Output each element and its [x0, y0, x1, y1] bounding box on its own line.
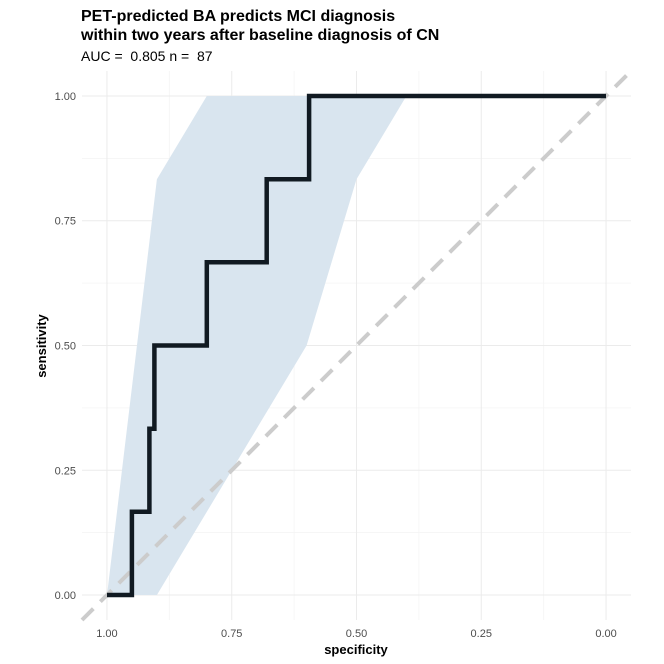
x-tick-label: 0.75 [221, 628, 242, 640]
y-tick-labels: 0.00 0.25 0.50 0.75 1.00 [55, 91, 76, 602]
x-tick-label: 0.50 [346, 628, 367, 640]
x-tick-label: 0.25 [471, 628, 492, 640]
x-axis-title: specificity [324, 642, 388, 657]
y-tick-label: 0.50 [55, 341, 76, 353]
y-tick-label: 1.00 [55, 91, 76, 103]
y-tick-label: 0.00 [55, 590, 76, 602]
x-tick-labels: 1.00 0.75 0.50 0.25 0.00 [96, 628, 617, 640]
y-tick-label: 0.25 [55, 465, 76, 477]
chart-title-line-2: within two years after baseline diagnosi… [80, 27, 439, 44]
confidence-band [107, 96, 407, 595]
x-tick-label: 0.00 [595, 628, 616, 640]
confidence-band-layer [107, 96, 407, 595]
y-tick-label: 0.75 [55, 216, 76, 228]
x-tick-label: 1.00 [96, 628, 117, 640]
y-axis-title: sensitivity [34, 313, 49, 377]
chart-subtitle: AUC = 0.805 n = 87 [81, 48, 213, 64]
chart-title-line-1: PET-predicted BA predicts MCI diagnosis [81, 8, 395, 25]
roc-curve-line [107, 93, 606, 598]
roc-curve-layer [107, 93, 606, 598]
